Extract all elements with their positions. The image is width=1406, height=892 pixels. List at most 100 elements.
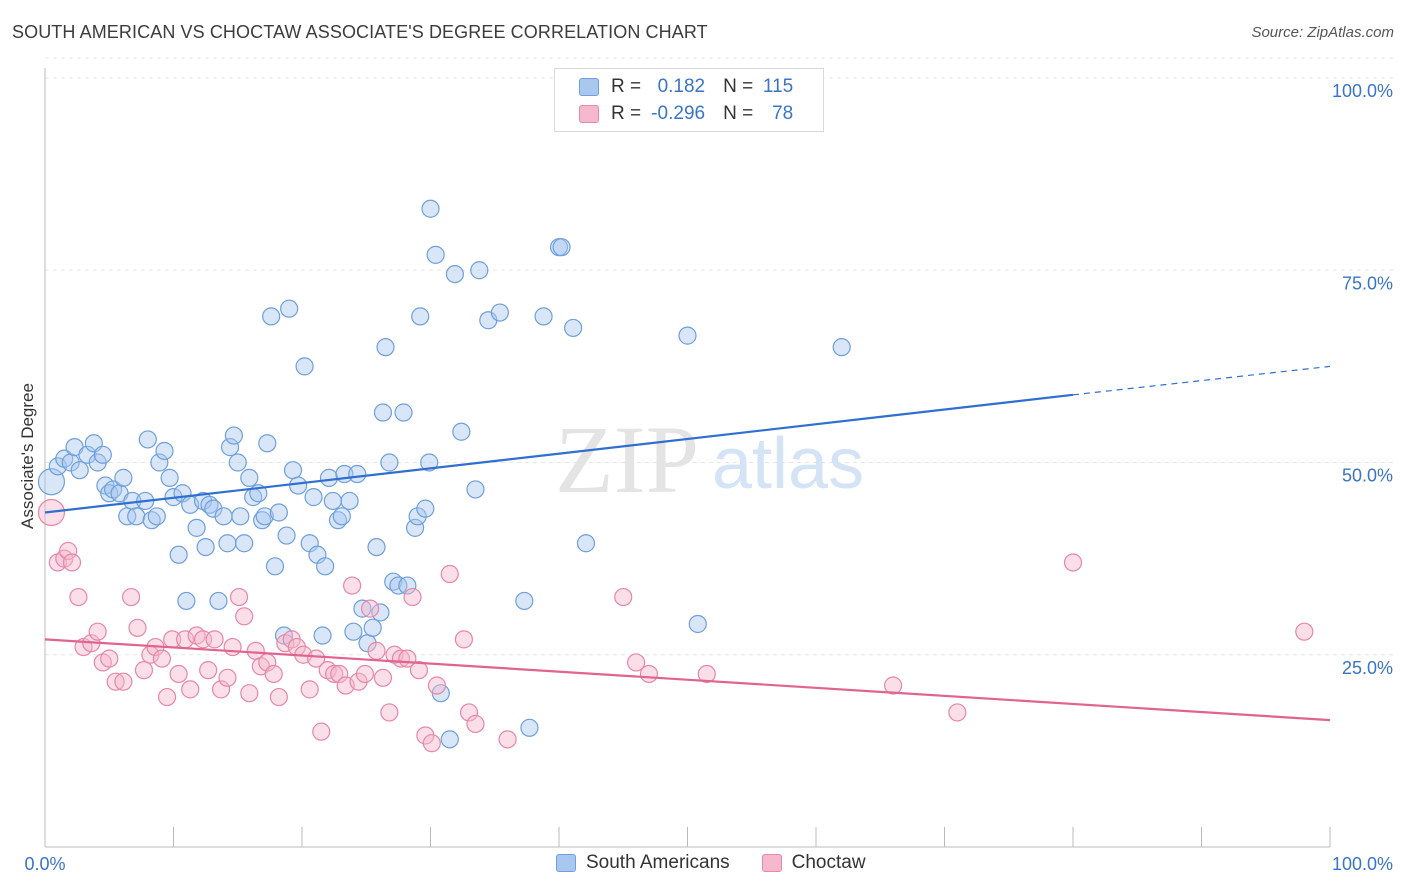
- choctaw-point: [459, 703, 479, 722]
- south-american-point: [367, 537, 386, 557]
- choctaw-point: [343, 576, 362, 595]
- south-american-point: [319, 468, 339, 487]
- y-axis-label: Associate's Degree: [18, 383, 37, 529]
- choctaw-point: [1063, 553, 1083, 572]
- south-american-point: [280, 299, 299, 318]
- series-legend: South Americans Choctaw: [556, 852, 898, 874]
- south-american-point: [304, 488, 323, 507]
- choctaw-point: [466, 714, 485, 734]
- south-american-point: [283, 461, 303, 480]
- n-label: N =: [723, 103, 754, 124]
- south-american-point: [348, 464, 367, 484]
- south-american-point: [420, 453, 439, 472]
- choctaw-point: [454, 630, 474, 649]
- south-american-point: [147, 507, 166, 526]
- source-label: Source: ZipAtlas.com: [1251, 24, 1394, 41]
- south-american-point: [353, 599, 372, 618]
- watermark-zip: ZIP: [555, 406, 699, 513]
- y-tick-label: 25.0%: [1342, 658, 1393, 678]
- south-american-point: [398, 576, 417, 595]
- south-american-point: [138, 430, 157, 449]
- south-american-point: [332, 507, 351, 526]
- south-american-point: [405, 518, 425, 537]
- choctaw-point: [106, 672, 125, 691]
- south-american-point: [220, 438, 240, 457]
- choctaw-point: [409, 661, 429, 680]
- south-american-point: [114, 468, 133, 487]
- choctaw-point: [427, 676, 447, 695]
- choctaw-point: [883, 676, 903, 695]
- choctaw-point: [367, 641, 386, 661]
- south-american-point: [155, 441, 174, 461]
- pink-swatch: [761, 854, 782, 872]
- south-american-point: [316, 557, 335, 576]
- choctaw-point: [62, 553, 82, 572]
- choctaw-point: [134, 661, 154, 680]
- blue-swatch: [579, 78, 599, 96]
- south-american-point: [470, 261, 489, 280]
- y-tick-label: 50.0%: [1342, 466, 1393, 486]
- south-american-point: [240, 468, 259, 487]
- choctaw-point: [440, 564, 459, 584]
- trend-lines: [44, 365, 1331, 722]
- south-american-point: [187, 518, 206, 537]
- south-americans-points: [37, 199, 851, 749]
- r-label: R =: [611, 103, 642, 124]
- south-american-point: [552, 238, 571, 257]
- south-american-point: [411, 307, 430, 326]
- choctaw-point: [69, 587, 88, 607]
- south-american-point: [160, 468, 179, 487]
- choctaw-point: [639, 664, 659, 684]
- pink-swatch: [579, 105, 599, 123]
- choctaw-trend-line: [44, 638, 1331, 722]
- south-american-point: [235, 534, 254, 553]
- choctaw-point: [181, 680, 200, 699]
- choctaw-point: [330, 664, 349, 684]
- legend-item-choctaw[interactable]: Choctaw: [761, 852, 866, 874]
- choctaw-point: [361, 599, 380, 618]
- choctaw-point: [240, 684, 259, 703]
- choctaw-point: [697, 664, 716, 684]
- legend-row-south-americans: R = 0.182 N = 115: [579, 74, 793, 100]
- choctaw-point: [121, 587, 141, 607]
- watermark-atlas: atlas: [712, 424, 864, 504]
- south-americans-trend-extension: [1072, 365, 1331, 396]
- choctaw-point: [312, 722, 331, 741]
- gridlines: [45, 57, 1394, 656]
- choctaw-point: [626, 653, 646, 672]
- choctaw-point: [211, 680, 231, 699]
- south-american-point: [340, 491, 359, 511]
- south-american-point: [452, 422, 471, 441]
- south-american-point: [515, 591, 534, 611]
- south-american-point: [564, 318, 583, 338]
- legend-item-south-americans[interactable]: South Americans: [556, 852, 730, 874]
- south-american-point: [265, 557, 285, 576]
- choctaw-point: [325, 664, 344, 684]
- south-american-point: [440, 730, 459, 749]
- south-american-point: [93, 445, 112, 464]
- choctaw-point: [1295, 622, 1314, 641]
- south-american-point: [344, 622, 363, 641]
- choctaw-point: [307, 649, 326, 668]
- south-american-point: [520, 718, 539, 737]
- south-american-point: [295, 357, 314, 376]
- south-american-point: [228, 453, 247, 472]
- south-american-point: [214, 507, 233, 526]
- legend-label: Choctaw: [791, 852, 866, 873]
- south-american-point: [269, 503, 288, 522]
- south-american-point: [371, 603, 390, 622]
- choctaw-point: [373, 668, 393, 687]
- tick-labels: 25.0% 50.0% 75.0% 100.0% 0.0% 100.0%: [24, 81, 1393, 874]
- choctaw-point: [403, 587, 422, 607]
- choctaw-point: [88, 622, 107, 641]
- south-american-point: [445, 264, 465, 284]
- chart-title: SOUTH AMERICAN VS CHOCTAW ASSOCIATE'S DE…: [12, 22, 708, 42]
- south-american-point: [313, 626, 332, 645]
- south-american-point: [258, 434, 277, 453]
- south-american-point: [688, 614, 707, 634]
- n-value: 115: [762, 76, 794, 97]
- south-american-point: [576, 534, 596, 553]
- n-value: 78: [772, 103, 794, 124]
- south-american-point: [204, 499, 223, 518]
